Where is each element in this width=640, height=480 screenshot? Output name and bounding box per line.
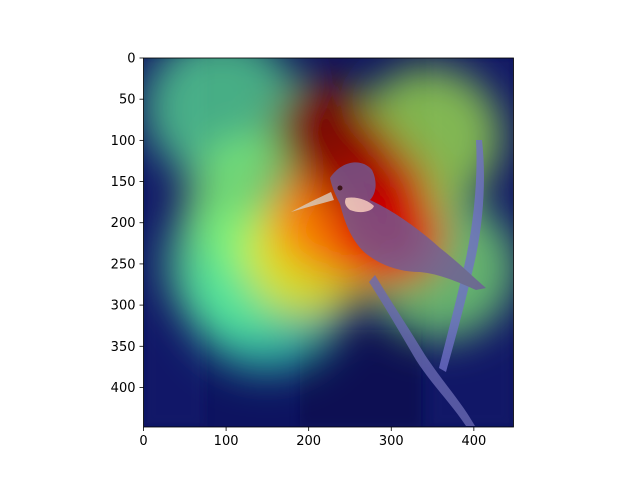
y-tick-label: 300 xyxy=(111,299,136,314)
y-tick-label: 50 xyxy=(119,93,136,108)
activation-blob xyxy=(271,80,372,176)
x-axis: 0 100 200 300 400 xyxy=(139,427,486,449)
x-tick-label: 300 xyxy=(379,434,404,449)
y-tick-label: 400 xyxy=(111,381,136,396)
plot-area xyxy=(143,58,514,427)
activation-heatmap xyxy=(143,58,514,373)
y-tick-label: 0 xyxy=(127,52,135,67)
y-axis: 0 50 100 150 200 250 300 350 400 xyxy=(111,52,144,396)
plot-frame xyxy=(143,57,514,428)
y-tick-label: 350 xyxy=(111,340,136,355)
bird-silhouette xyxy=(291,140,486,426)
x-tick-label: 200 xyxy=(296,434,321,449)
x-tick-label: 0 xyxy=(139,434,147,449)
y-tick-label: 250 xyxy=(111,257,136,272)
bird-eye xyxy=(337,185,343,191)
bird-body xyxy=(330,162,486,290)
branch-vertical xyxy=(439,140,484,372)
bird-breast xyxy=(345,197,374,213)
y-tick-label: 200 xyxy=(111,216,136,231)
x-tick-label: 400 xyxy=(461,434,486,449)
branch xyxy=(369,275,475,426)
y-tick-label: 150 xyxy=(111,175,136,190)
bird-beak xyxy=(291,192,334,212)
x-tick-label: 100 xyxy=(214,434,239,449)
y-tick-label: 100 xyxy=(111,134,136,149)
